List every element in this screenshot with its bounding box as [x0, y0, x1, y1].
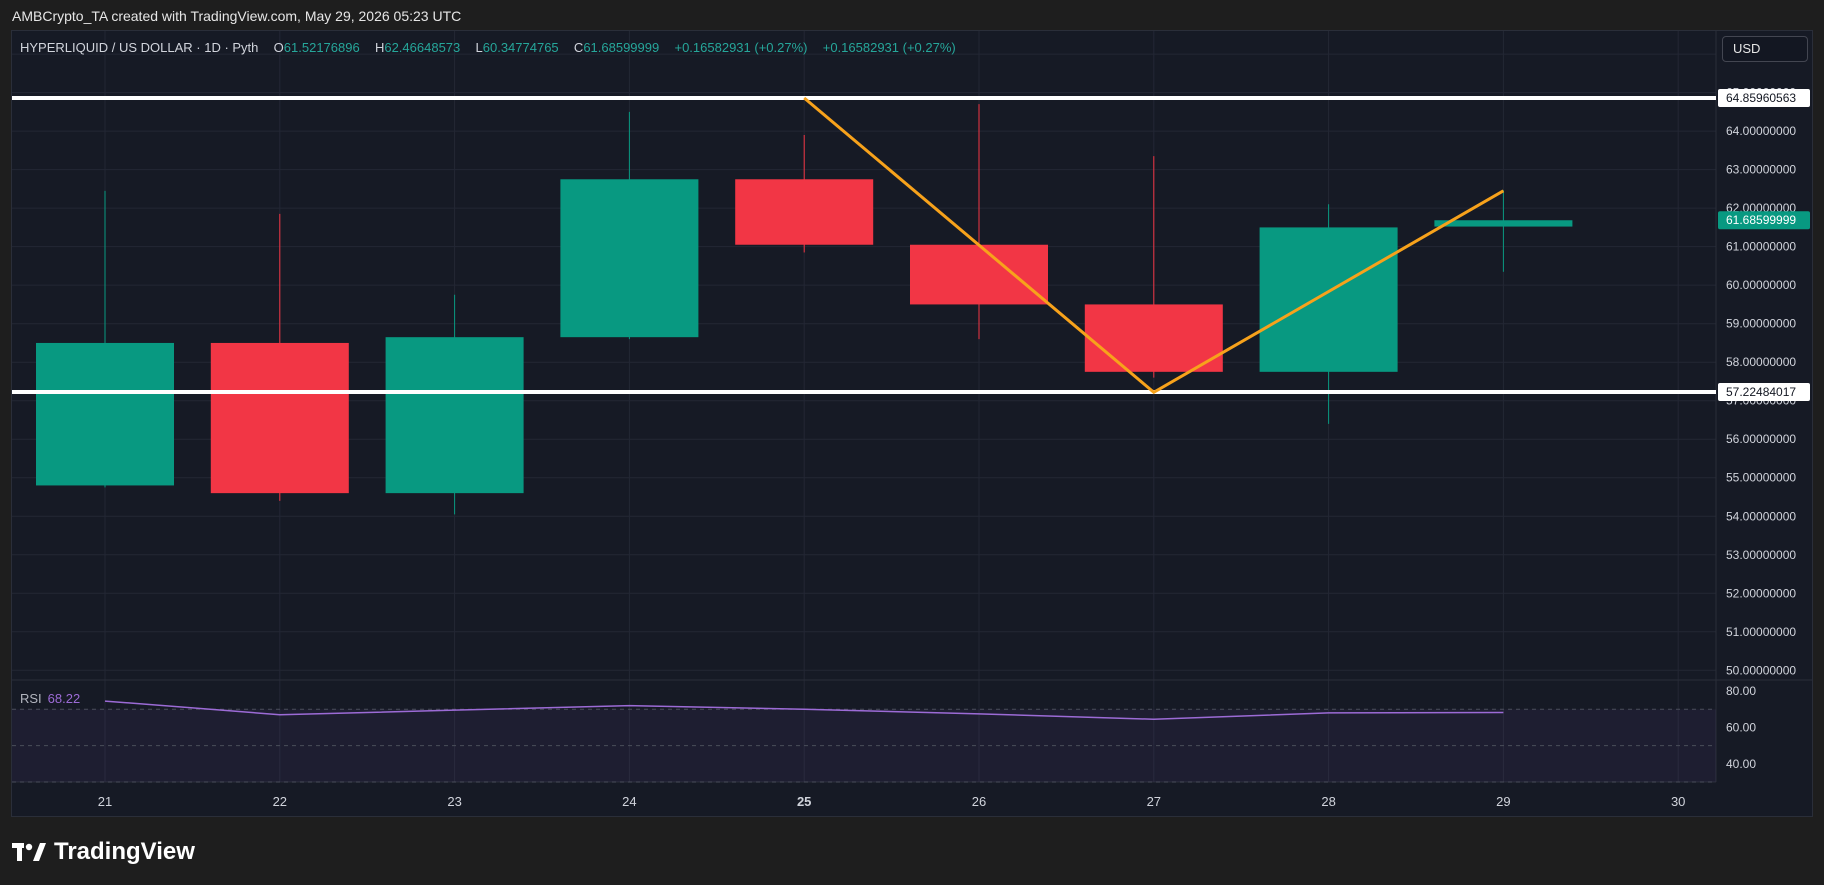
price-tick-label: 50.00000000 [1726, 663, 1796, 677]
levels [12, 96, 1716, 395]
time-tick-label: 24 [622, 794, 636, 809]
change-value-2: +0.16582931 (+0.27%) [822, 40, 956, 55]
rsi-value: 68.22 [47, 691, 81, 706]
candle-body [210, 342, 349, 494]
open-label: O [273, 40, 284, 55]
time-tick-label: 27 [1147, 794, 1161, 809]
level-label-bg [1718, 89, 1810, 108]
candle-body [735, 179, 874, 245]
price-tick-label: 51.00000000 [1726, 625, 1796, 639]
time-tick-label: 23 [447, 794, 461, 809]
time-tick-label: 26 [972, 794, 986, 809]
price-tick-label: 59.00000000 [1726, 317, 1796, 331]
high-value: 62.46648573 [384, 40, 461, 55]
symbol-legend: HYPERLIQUID / US DOLLAR · 1D · Pyth O61.… [20, 40, 956, 55]
low-value: 60.34774765 [482, 40, 559, 55]
change-value: +0.16582931 (+0.27%) [674, 40, 808, 55]
trend-polyline [803, 96, 1505, 395]
rsi-pane: 80.00 60.00 40.00 [12, 684, 1756, 783]
tradingview-logo-icon [12, 841, 46, 863]
price-tick-label: 56.00000000 [1726, 432, 1796, 446]
credit-text: AMBCrypto_TA created with TradingView.co… [12, 8, 462, 24]
currency-button[interactable]: USD [1722, 36, 1808, 62]
time-tick-label: 22 [273, 794, 287, 809]
price-tick-label: 58.00000000 [1726, 355, 1796, 369]
time-tick-label: 28 [1321, 794, 1335, 809]
candle-body [36, 342, 174, 486]
candle-body [385, 337, 524, 494]
price-tick-label: 53.00000000 [1726, 548, 1796, 562]
candle-body [910, 244, 1048, 305]
last-price-label: 61.68599999 [1726, 213, 1796, 227]
level-label-bg [1718, 383, 1810, 402]
time-axis[interactable]: 21 22 23 24 25 26 27 28 29 30 [98, 794, 1686, 809]
close-label: C [573, 40, 584, 55]
rsi-tick-label: 60.00 [1726, 720, 1756, 734]
time-tick-label: 29 [1496, 794, 1510, 809]
rsi-tick-label: 80.00 [1726, 684, 1756, 698]
price-tick-label: 64.00000000 [1726, 124, 1796, 138]
rsi-line [104, 700, 1504, 721]
candle-body [1259, 227, 1398, 372]
rsi-label[interactable]: RSI [20, 691, 42, 706]
price-tick-label: 60.00000000 [1726, 278, 1796, 292]
price-tick-label: 54.00000000 [1726, 509, 1796, 523]
candle-body [1434, 220, 1573, 227]
time-tick-label: 25 [797, 794, 811, 809]
candle-body [560, 179, 699, 338]
price-tick-label: 61.00000000 [1726, 240, 1796, 254]
trend-line[interactable] [803, 96, 1505, 395]
close-value: 61.68599999 [583, 40, 660, 55]
level-label: 57.22484017 [1726, 385, 1796, 399]
price-tick-label: 63.00000000 [1726, 163, 1796, 177]
rsi-tick-label: 40.00 [1726, 757, 1756, 771]
price-tick-label: 55.00000000 [1726, 471, 1796, 485]
tradingview-logo[interactable]: TradingView [12, 838, 195, 866]
open-value: 61.52176896 [283, 40, 360, 55]
price-axis[interactable]: 66.0000000065.0000000064.0000000063.0000… [1718, 47, 1810, 677]
candle-body [1084, 304, 1223, 372]
time-tick-label: 30 [1671, 794, 1685, 809]
candles [36, 104, 1573, 515]
high-label: H [374, 40, 385, 55]
low-label: L [475, 40, 483, 55]
brand-name: TradingView [54, 838, 195, 865]
symbol-name[interactable]: HYPERLIQUID / US DOLLAR · 1D · Pyth [20, 40, 259, 55]
top-bar: AMBCrypto_TA created with TradingView.co… [0, 0, 1824, 30]
last-price-label-bg [1718, 211, 1810, 230]
price-tick-label: 52.00000000 [1726, 586, 1796, 600]
time-tick-label: 21 [98, 794, 112, 809]
rsi-legend: RSI 68.22 [20, 691, 80, 706]
level-label: 64.85960563 [1726, 91, 1796, 105]
